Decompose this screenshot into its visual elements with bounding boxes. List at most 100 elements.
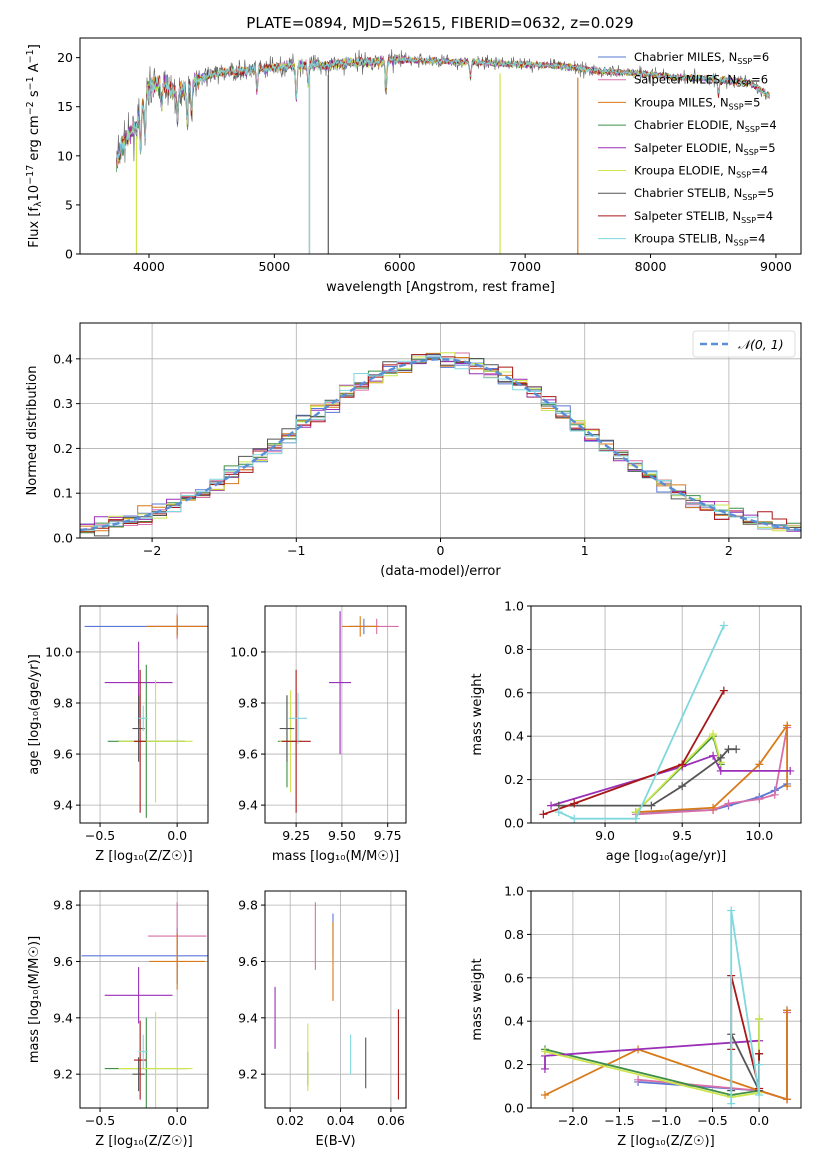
legend-entry: Salpeter ELODIE, NSSP=5	[634, 141, 776, 157]
weight-line-1	[635, 727, 788, 816]
legend-count: =5	[757, 186, 774, 200]
legend-entry: Salpeter MILES, NSSP=6	[634, 73, 768, 89]
x-axis-label: Z [log₁₀(Z/Z☉)]	[95, 849, 192, 864]
x-tick-label: 9.0	[595, 828, 615, 843]
weight-marker	[709, 751, 718, 760]
weight-marker	[755, 760, 764, 769]
x-tick-label: 9000	[760, 259, 792, 274]
x-tick-label: −0.5	[85, 1113, 115, 1128]
x-tick-label: 0.0	[167, 828, 187, 843]
legend-subscript: SSP	[737, 57, 752, 66]
weight-marker	[732, 745, 741, 754]
normal-reference-curve	[80, 358, 801, 532]
residuals-panel: −2 −1 0 1 2 0.0 0.1 0.2 0.3 0.4 (data-model)/error…	[25, 322, 802, 579]
x-tick-label: 0	[437, 543, 445, 558]
y-label-text: erg cm	[27, 115, 42, 164]
age-vs-Z-panel: −0.5 0.0 9.4 9.6 9.8 10.0 Z [log₁₀(Z/Z☉)] age […	[27, 605, 209, 864]
legend-entry: 𝒩(0, 1)	[738, 337, 784, 352]
weight-line-5	[635, 732, 722, 813]
y-tick-label: 9.8	[53, 696, 73, 711]
y-label-sup: −2	[25, 101, 36, 115]
x-tick-label: 9.75	[374, 828, 402, 843]
y-tick-label: 9.6	[53, 954, 73, 969]
mass-vs-ebv-panel: 0.02 0.04 0.06 9.2 9.4 9.6 9.8 E(B-V)	[238, 890, 407, 1149]
x-tick-label: 6000	[384, 259, 416, 274]
y-tick-label: 0.6	[504, 970, 524, 985]
y-tick-label: 0.8	[504, 927, 524, 942]
y-tick-label: 9.6	[238, 747, 258, 762]
age-vs-Z-axes-frame	[79, 605, 209, 824]
y-tick-label: 0.4	[504, 729, 524, 744]
x-tick-label: 1	[581, 543, 589, 558]
mass-vs-Z-axes-frame	[79, 890, 209, 1109]
x-axis-label: mass [log₁₀(M/M☉)]	[272, 849, 399, 864]
y-label-sup: −1	[25, 49, 36, 63]
y-label-sup: −17	[25, 165, 36, 185]
weight-marker	[727, 906, 736, 915]
weight-marker	[539, 810, 548, 819]
y-tick-label: 10	[57, 148, 73, 163]
x-tick-label: 0.02	[276, 1113, 304, 1128]
weight-marker	[755, 1015, 764, 1024]
y-tick-label: 0.2	[53, 441, 73, 456]
x-tick-label: 9.25	[282, 828, 310, 843]
y-tick-label: 1.0	[504, 884, 524, 899]
y-axis-label: mass weight	[470, 958, 485, 1040]
legend-subscript: SSP	[736, 80, 751, 89]
weight-vs-age-axes-frame	[530, 605, 802, 824]
weight-marker	[570, 814, 579, 823]
y-tick-label: 20	[57, 50, 73, 65]
y-tick-label: 10.0	[230, 644, 258, 659]
weight-marker	[716, 753, 725, 762]
weight-marker	[755, 1090, 764, 1099]
legend-entry: Kroupa STELIB, NSSP=4	[634, 232, 765, 248]
y-tick-label: 0.2	[504, 772, 524, 787]
spectrum-line-kroupa-stelib	[116, 55, 770, 166]
legend-count: =6	[751, 73, 768, 87]
weight-marker	[709, 730, 718, 739]
y-tick-label: 15	[57, 99, 73, 114]
weight-marker	[716, 766, 725, 775]
x-tick-label: 8000	[635, 259, 667, 274]
y-tick-label: 0.0	[53, 531, 73, 546]
y-tick-label: 9.2	[238, 1067, 258, 1082]
weight-marker	[755, 1060, 764, 1069]
y-label-text: s	[27, 90, 42, 101]
weight-marker	[540, 1047, 549, 1056]
weight-line-8	[558, 625, 725, 820]
residuals-plot-area	[80, 352, 801, 537]
x-axis-label: Z [log₁₀(Z/Z☉)]	[95, 1134, 192, 1149]
y-tick-label: 0.4	[53, 351, 73, 366]
y-tick-label: 0.6	[504, 685, 524, 700]
spectrum-plot-area	[116, 49, 770, 254]
y-axis-label: age [log₁₀(age/yr)]	[27, 654, 42, 775]
y-label-text: 10	[27, 185, 42, 202]
weight-vs-age-panel: 9.0 9.5 10.0 0.0 0.2 0.4 0.6 0.8 1.0 age [log₁₀(a…	[470, 599, 802, 864]
x-axis-label: E(B-V)	[315, 1134, 355, 1149]
y-tick-label: 0.3	[53, 396, 73, 411]
x-tick-label: −0.5	[697, 1113, 727, 1128]
x-tick-label: 0.04	[327, 1113, 355, 1128]
x-axis-label: (data-model)/error	[380, 564, 501, 579]
legend-count: =5	[759, 141, 776, 155]
legend-count: =4	[760, 118, 777, 132]
x-tick-label: −1.0	[651, 1113, 681, 1128]
spectrum-panel: 4000 5000 6000 7000 8000 9000 0 5 10 15 20 waveleng…	[25, 37, 802, 295]
x-tick-label: 0.0	[749, 1113, 769, 1128]
legend-box	[692, 330, 796, 358]
weight-marker	[755, 795, 764, 804]
y-label-sup: −1	[25, 76, 36, 90]
y-label-text: ]	[27, 44, 42, 49]
weight-marker	[724, 745, 733, 754]
weight-marker	[678, 760, 687, 769]
legend-count: =4	[749, 232, 766, 246]
legend-subscript: SSP	[734, 239, 749, 248]
weight-line-3	[635, 734, 722, 813]
y-label-text: A	[27, 63, 42, 76]
y-tick-label: 9.4	[238, 1010, 258, 1025]
weight-vs-age-plot-area	[539, 621, 795, 823]
weight-marker	[783, 1006, 792, 1015]
y-label-text: Flux [f	[27, 207, 42, 248]
y-tick-label: 5	[65, 197, 73, 212]
weight-vs-Z-plot-area	[540, 906, 792, 1108]
